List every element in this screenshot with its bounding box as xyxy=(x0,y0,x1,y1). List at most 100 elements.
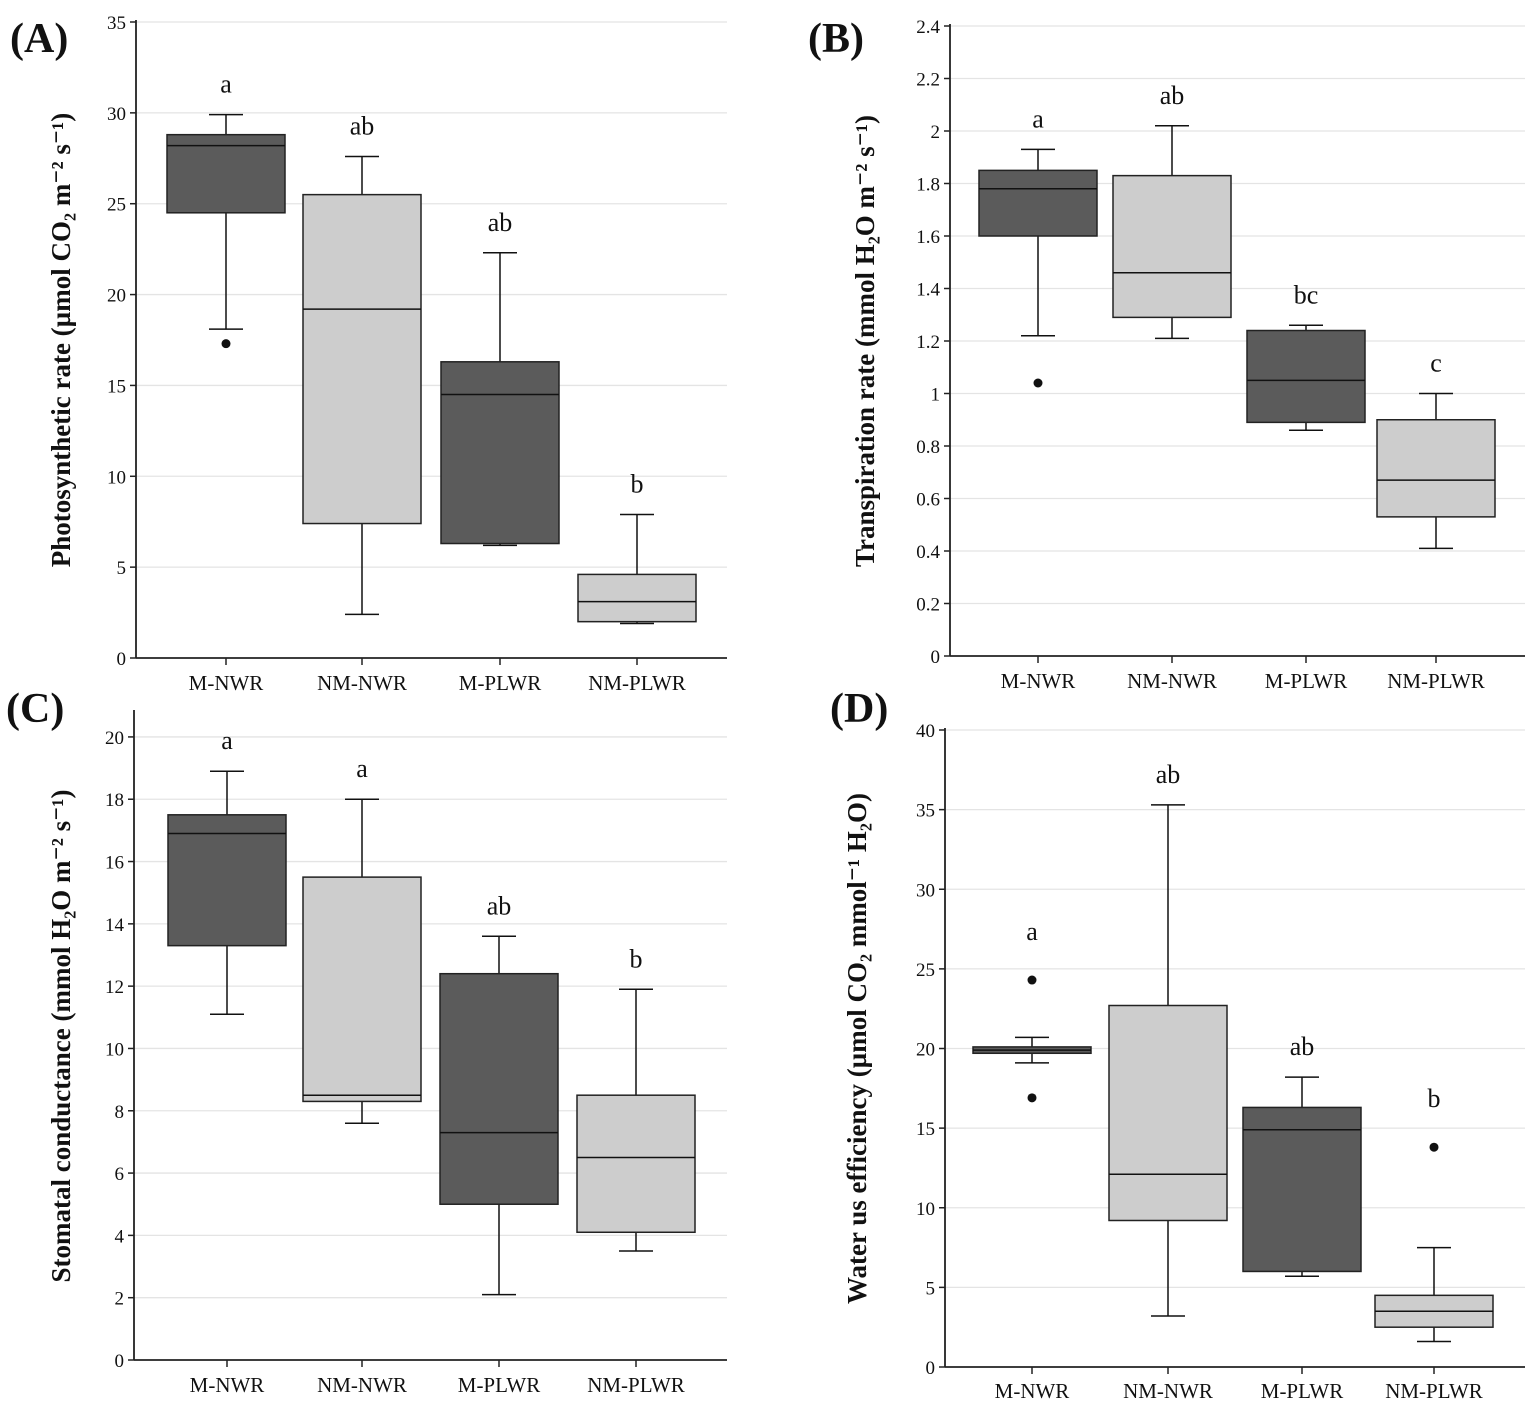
x-tick-label: NM-PLWR xyxy=(1387,669,1485,693)
box-nm-nwr: NM-NWR a xyxy=(302,754,422,1397)
iqr-box xyxy=(302,876,422,1103)
significance-letter: b xyxy=(1428,1084,1441,1113)
y-tick-label: 4 xyxy=(115,1226,125,1247)
iqr-box xyxy=(1112,174,1232,319)
panel-c: 0 2 4 6 8 10 12 14 16 18 20 (C) Stomatal conductance… xyxy=(6,686,727,1397)
y-tick-label: 1 xyxy=(931,385,941,406)
y-tick-label: 5 xyxy=(926,1278,936,1299)
panel-b: 0 0.2 0.4 0.6 0.8 1 1.2 1.4 1.6 1.8 2 2.2 2.4 (B) Tran… xyxy=(808,16,1525,693)
significance-letter: a xyxy=(1026,917,1038,946)
significance-letter: b xyxy=(630,944,643,973)
y-axis-label: Water us efficiency (µmol CO₂ mmol⁻¹ H₂O… xyxy=(842,793,872,1304)
y-tick-label: 0 xyxy=(926,1358,936,1379)
panel-label: (D) xyxy=(830,686,888,732)
y-tick-label: 0.2 xyxy=(916,595,940,616)
y-tick-label: 1.6 xyxy=(916,227,940,248)
box-m-plwr: M-PLWR ab xyxy=(440,208,560,695)
iqr-box xyxy=(302,193,422,525)
y-tick-label: 0.4 xyxy=(916,542,940,563)
box-m-plwr: M-PLWR bc xyxy=(1246,280,1366,693)
y-tick-label: 2 xyxy=(115,1289,125,1310)
significance-letter: bc xyxy=(1294,280,1319,309)
y-tick-label: 2.2 xyxy=(916,70,940,91)
y-tick-label: 1.2 xyxy=(916,332,940,353)
y-axis-label: Stomatal conductance (mmol H₂O m⁻² s⁻¹) xyxy=(46,790,76,1283)
y-tick-label: 12 xyxy=(105,977,124,998)
y-tick-label: 2.4 xyxy=(916,17,940,38)
significance-letter: ab xyxy=(1160,81,1185,110)
x-tick-label: NM-PLWR xyxy=(587,1373,685,1397)
box-nm-plwr: NM-PLWR b xyxy=(576,944,696,1397)
iqr-box xyxy=(440,361,560,545)
box-nm-nwr: NM-NWR ab xyxy=(1108,760,1228,1403)
y-tick-label: 40 xyxy=(916,721,935,742)
panel-d: 0 5 10 15 20 25 30 35 40 (D) Water us efficiency (… xyxy=(830,686,1525,1403)
y-tick-label: 10 xyxy=(105,1039,124,1060)
significance-letter: a xyxy=(1032,104,1044,133)
panel-label: (C) xyxy=(6,686,64,732)
box-m-nwr: M-NWR a xyxy=(972,917,1092,1403)
significance-letter: b xyxy=(631,469,644,498)
x-tick-label: NM-NWR xyxy=(317,671,407,695)
panel-label: (B) xyxy=(808,16,864,62)
y-tick-label: 0.6 xyxy=(916,490,940,511)
y-tick-label: 1.8 xyxy=(916,175,940,196)
box-m-plwr: M-PLWR ab xyxy=(1242,1032,1362,1403)
x-tick-label: M-NWR xyxy=(189,671,264,695)
significance-letter: ab xyxy=(1290,1032,1315,1061)
y-tick-label: 5 xyxy=(117,558,127,579)
y-tick-label: 20 xyxy=(105,728,124,749)
outlier-point xyxy=(221,339,231,349)
x-tick-label: M-PLWR xyxy=(1261,1379,1343,1403)
x-tick-label: M-NWR xyxy=(995,1379,1070,1403)
y-tick-label: 8 xyxy=(115,1102,125,1123)
panel-a: 0 5 10 15 20 25 30 35 (A) Photosynthetic rate (µm… xyxy=(10,13,727,695)
y-tick-label: 35 xyxy=(916,801,935,822)
significance-letter: ab xyxy=(350,111,375,140)
box-nm-nwr: NM-NWR ab xyxy=(1112,81,1232,693)
significance-letter: c xyxy=(1430,349,1442,378)
significance-letter: a xyxy=(220,70,232,99)
y-tick-label: 2 xyxy=(931,122,941,143)
x-tick-label: NM-PLWR xyxy=(1385,1379,1483,1403)
iqr-box xyxy=(577,573,697,623)
iqr-box xyxy=(439,972,559,1205)
y-tick-label: 15 xyxy=(916,1119,935,1140)
box-nm-plwr: NM-PLWR b xyxy=(1374,1084,1494,1403)
panel-label: (A) xyxy=(10,16,68,62)
y-tick-label: 25 xyxy=(107,195,126,216)
box-m-nwr: M-NWR a xyxy=(166,70,286,695)
y-tick-label: 18 xyxy=(105,790,124,811)
y-tick-label: 30 xyxy=(107,104,126,125)
box-nm-plwr: NM-PLWR b xyxy=(577,469,697,695)
y-tick-label: 15 xyxy=(107,376,126,397)
y-tick-label: 35 xyxy=(107,13,126,34)
x-tick-label: M-NWR xyxy=(1001,669,1076,693)
y-tick-label: 6 xyxy=(115,1164,125,1185)
iqr-box xyxy=(1246,329,1366,424)
outlier-point xyxy=(1027,1093,1037,1103)
y-tick-label: 0 xyxy=(115,1351,125,1372)
outlier-point xyxy=(1027,975,1037,985)
iqr-box xyxy=(978,169,1098,237)
x-tick-label: M-NWR xyxy=(190,1373,265,1397)
y-axis-label: Photosynthetic rate (µmol CO₂ m⁻² s⁻¹) xyxy=(46,113,76,568)
y-tick-label: 0 xyxy=(117,649,127,670)
box-m-nwr: M-NWR a xyxy=(978,104,1098,693)
outlier-point xyxy=(1033,378,1043,388)
x-tick-label: NM-PLWR xyxy=(588,671,686,695)
x-tick-label: NM-NWR xyxy=(1123,1379,1213,1403)
y-axis-label: Transpiration rate (mmol H₂O m⁻² s⁻¹) xyxy=(850,115,880,567)
y-tick-label: 20 xyxy=(107,286,126,307)
x-tick-label: M-PLWR xyxy=(1265,669,1347,693)
y-tick-label: 0 xyxy=(931,647,941,668)
y-tick-label: 0.8 xyxy=(916,437,940,458)
y-tick-label: 25 xyxy=(916,960,935,981)
significance-letter: ab xyxy=(488,208,513,237)
x-tick-label: NM-NWR xyxy=(317,1373,407,1397)
box-m-nwr: M-NWR a xyxy=(167,726,287,1397)
iqr-box xyxy=(576,1094,696,1234)
significance-letter: a xyxy=(221,726,233,755)
y-tick-label: 10 xyxy=(916,1199,935,1220)
